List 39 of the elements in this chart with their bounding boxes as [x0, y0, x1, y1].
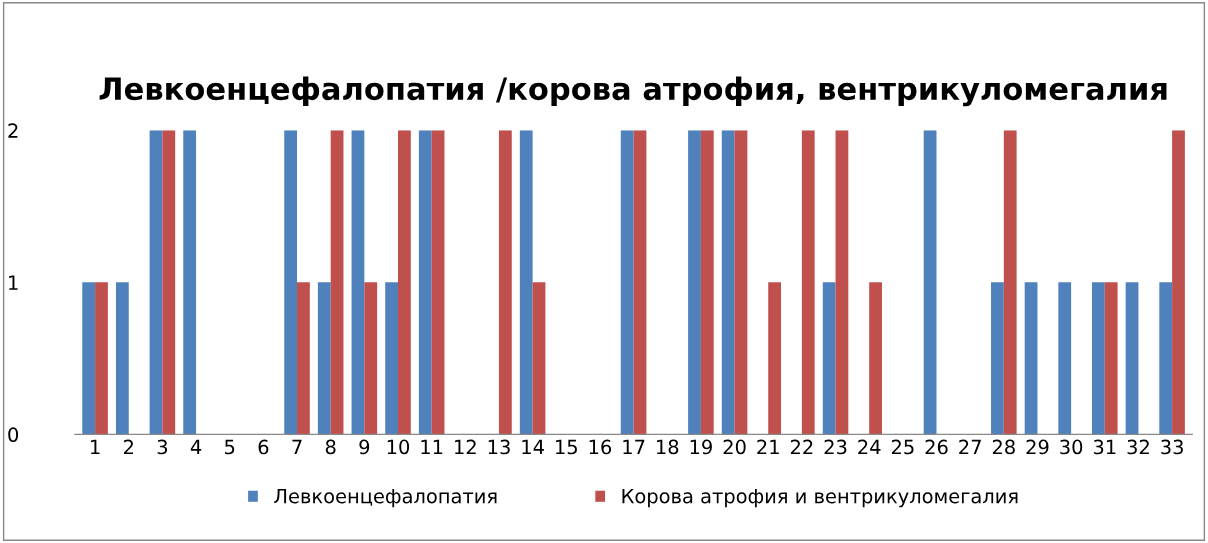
x-tick-label: 10	[387, 439, 410, 455]
x-tick-label: 18	[657, 439, 679, 455]
x-tick-label: 15	[556, 439, 577, 455]
x-tick-label: 20	[723, 439, 746, 455]
x-tick-label: 5	[225, 439, 235, 455]
x-tick-label: 33	[1161, 439, 1183, 455]
legend-label: Корова атрофия и вентрикуломегалия	[622, 488, 1018, 508]
x-tick-label: 31	[1093, 439, 1116, 455]
x-tick-label: 28	[992, 439, 1015, 455]
x-tick-label: 17	[623, 439, 645, 455]
x-tick-label: 2	[123, 439, 133, 455]
y-tick-label: 2	[8, 123, 18, 138]
x-tick-label: 26	[925, 439, 948, 455]
x-tick-label: 7	[292, 439, 302, 455]
y-tick-label: 1	[9, 275, 18, 290]
x-tick-label: 30	[1060, 439, 1083, 455]
x-tick-label: 29	[1026, 439, 1049, 455]
x-tick-label: 25	[891, 439, 914, 455]
x-tick-label: 6	[258, 439, 269, 455]
x-tick-label: 4	[190, 439, 202, 455]
x-tick-label: 23	[824, 439, 847, 455]
x-tick-label: 1	[91, 439, 100, 455]
x-tick-label: 14	[522, 439, 544, 455]
x-tick-label: 24	[858, 439, 881, 455]
x-tick-label: 19	[690, 439, 712, 455]
x-tick-label: 9	[359, 439, 370, 455]
x-tick-label: 22	[790, 439, 813, 455]
x-tick-label: 8	[325, 439, 336, 455]
chart-title: Левкоенцефалопатия /корова атрофия, вентрикуломегалия	[99, 76, 1167, 107]
x-tick-label: 21	[757, 439, 779, 455]
x-tick-label: 16	[589, 439, 612, 455]
x-tick-label: 11	[421, 439, 443, 455]
x-tick-label: 13	[488, 439, 510, 455]
x-tick-label: 3	[157, 439, 168, 455]
legend-label: Левкоенцефалопатия	[274, 488, 497, 508]
x-tick-label: 32	[1127, 439, 1149, 455]
y-tick-label: 0	[8, 427, 19, 443]
x-tick-label: 27	[959, 439, 981, 455]
x-tick-label: 12	[455, 439, 476, 455]
